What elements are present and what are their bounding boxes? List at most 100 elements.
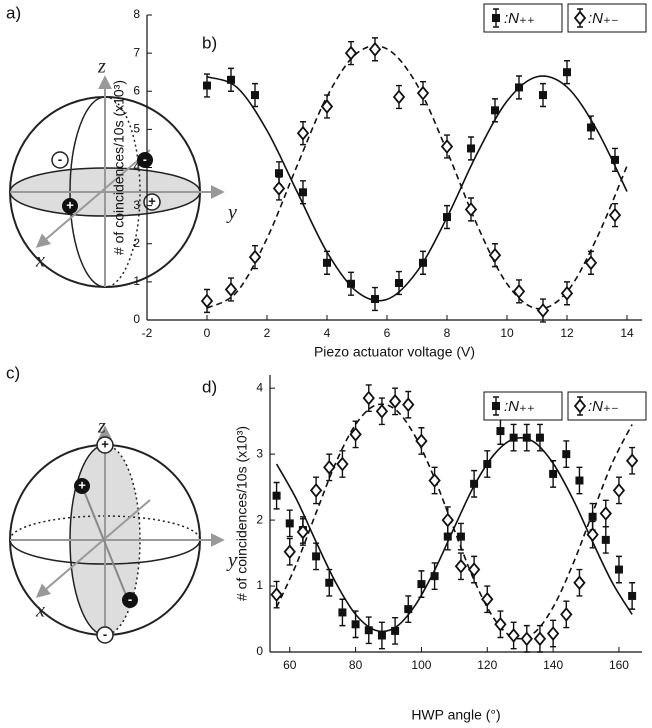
- marker: [419, 258, 427, 267]
- marker: [362, 390, 375, 406]
- sign: +: [78, 477, 86, 492]
- marker: [507, 628, 520, 643]
- marker: [388, 393, 402, 409]
- legend-label: :N₊₊: [504, 398, 535, 415]
- state: [74, 478, 90, 494]
- marker: [522, 433, 531, 442]
- marker: [309, 483, 323, 498]
- x-tick-label: 0: [204, 326, 211, 340]
- y-tick-label: 2: [133, 236, 140, 250]
- legend-marker: [573, 10, 587, 26]
- marker: [496, 427, 505, 436]
- axis-label: y: [226, 202, 237, 224]
- marker: [560, 285, 574, 301]
- marker: [573, 575, 586, 591]
- y-tick-label: 3: [256, 446, 263, 460]
- marker: [270, 587, 283, 603]
- state: [51, 151, 69, 169]
- marker: [456, 532, 465, 541]
- marker: [509, 433, 518, 442]
- x-tick-label: 120: [477, 658, 497, 672]
- marker: [323, 258, 331, 267]
- fit-line: [206, 45, 628, 310]
- marker: [283, 544, 296, 560]
- marker: [587, 123, 595, 132]
- marker: [628, 591, 637, 600]
- marker: [395, 279, 403, 288]
- y-tick-label: 7: [133, 45, 140, 59]
- marker: [375, 403, 389, 419]
- x-axis-label: HWP angle (°): [411, 707, 500, 723]
- panel-label: b): [202, 33, 217, 52]
- marker: [441, 512, 454, 528]
- x-tick-label: 8: [444, 326, 451, 340]
- marker: [625, 453, 639, 469]
- y-tick-label: 5: [133, 122, 140, 136]
- marker: [512, 284, 526, 299]
- marker: [443, 213, 451, 222]
- sign: +: [148, 193, 156, 208]
- marker: [611, 155, 619, 164]
- state: [96, 626, 114, 644]
- marker: [368, 41, 382, 57]
- axis-label: x: [35, 600, 45, 622]
- marker: [251, 91, 259, 100]
- sign: -: [58, 151, 62, 166]
- marker: [391, 626, 400, 635]
- marker: [296, 125, 310, 141]
- marker: [364, 626, 373, 635]
- bloch-sphere-c: x y z + + - -: [9, 416, 237, 644]
- marker: [546, 626, 560, 641]
- marker: [599, 506, 612, 521]
- marker: [454, 558, 468, 574]
- marker: [336, 456, 349, 472]
- marker: [601, 535, 610, 544]
- state-axis: [81, 485, 129, 601]
- marker: [494, 616, 507, 632]
- state: [137, 152, 153, 168]
- sign: -: [128, 591, 132, 606]
- marker: [200, 293, 214, 309]
- fit-line: [275, 436, 633, 633]
- panel-label: c): [6, 363, 20, 382]
- x-tick-label: 10: [500, 326, 514, 340]
- marker: [338, 608, 347, 617]
- x-tick-label: -2: [142, 326, 153, 340]
- axis-label: z: [97, 56, 106, 78]
- x-tick-label: 160: [609, 658, 629, 672]
- marker: [470, 479, 479, 488]
- axis-label: x: [35, 250, 45, 272]
- marker: [404, 605, 413, 614]
- marker: [224, 282, 238, 297]
- x-axis: [35, 499, 151, 598]
- marker: [536, 303, 550, 318]
- axis-label: y: [226, 550, 237, 572]
- marker: [535, 433, 544, 442]
- marker: [371, 295, 379, 304]
- marker: [584, 255, 598, 271]
- x-tick-label: 140: [543, 658, 563, 672]
- legend-label: :N₊₋: [588, 10, 619, 27]
- marker: [203, 81, 211, 90]
- marker: [467, 562, 481, 577]
- panel-label: a): [6, 3, 21, 22]
- marker: [248, 249, 262, 265]
- marker: [323, 459, 336, 475]
- x-tick-label: 100: [411, 658, 431, 672]
- marker: [272, 491, 281, 500]
- marker: [481, 591, 494, 607]
- x-tick-label: 12: [560, 326, 574, 340]
- marker: [440, 139, 454, 154]
- legend-marker: [573, 398, 587, 414]
- fit-line: [275, 403, 633, 640]
- marker: [533, 631, 547, 647]
- y-tick-label: 0: [256, 644, 263, 658]
- marker: [299, 188, 307, 197]
- marker: [349, 426, 362, 442]
- state: [122, 592, 138, 608]
- y-tick-label: 3: [133, 198, 140, 212]
- marker: [588, 512, 597, 521]
- y-tick-label: 4: [256, 380, 263, 394]
- marker: [464, 202, 478, 217]
- sign: -: [143, 151, 147, 166]
